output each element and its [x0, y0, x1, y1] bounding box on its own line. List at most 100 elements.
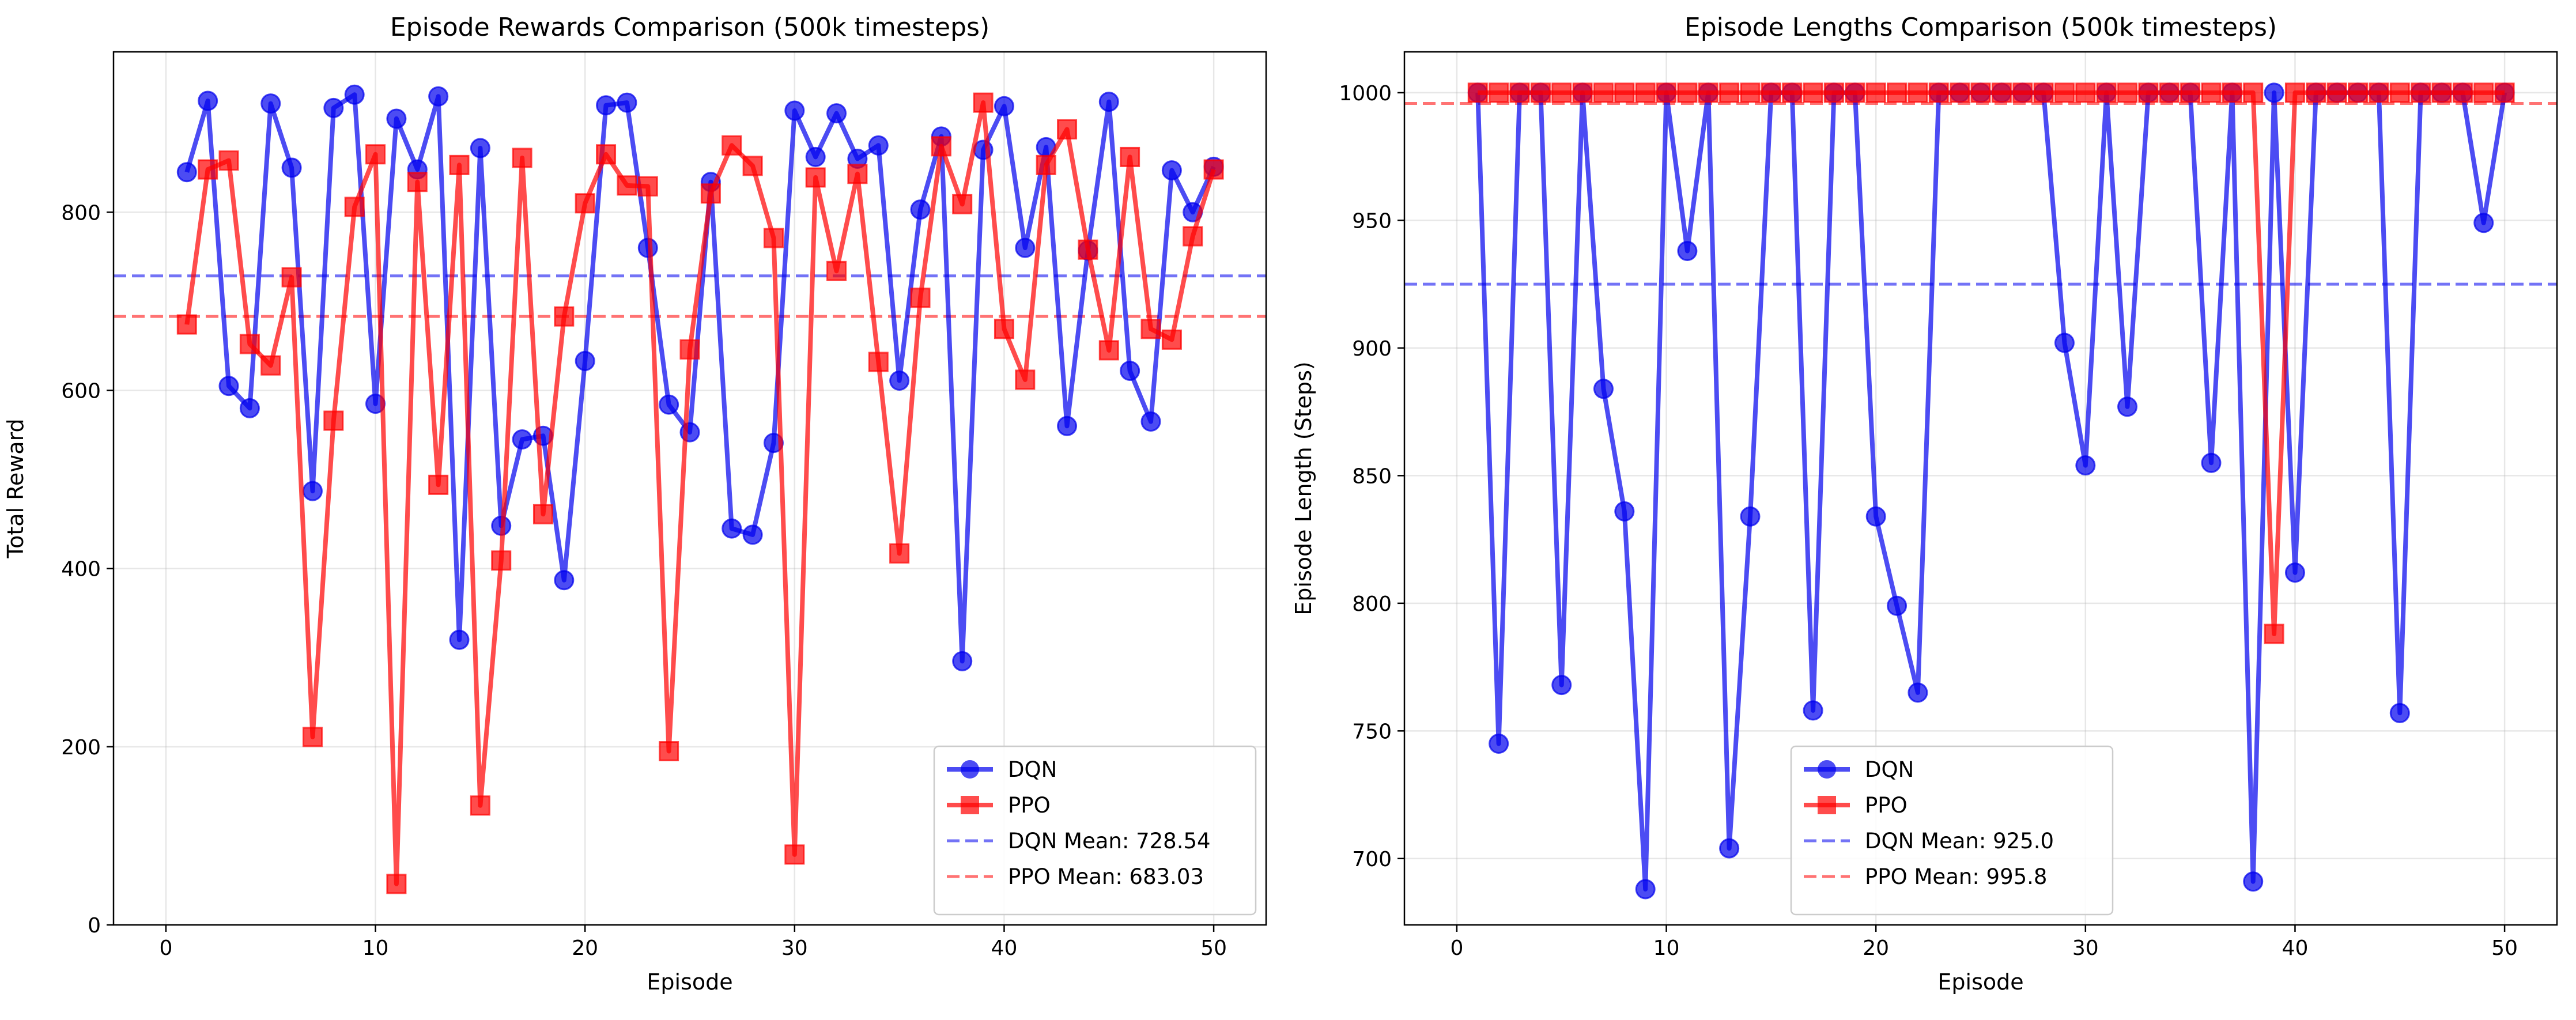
lengths-ppo-point	[2243, 82, 2264, 103]
rewards-ppo-point	[1140, 319, 1161, 339]
rewards-ppo-point	[449, 154, 470, 175]
lengths-ppo-point	[1635, 82, 1656, 103]
rewards-ppo-point	[868, 352, 889, 372]
legend-marker	[1818, 760, 1836, 779]
rewards-ppo-point	[1098, 340, 1119, 361]
rewards-dqn-point	[868, 135, 889, 156]
lengths-dqn-point	[1908, 682, 1928, 703]
rewards-series-ppo	[176, 92, 1224, 894]
rewards-ppo-point	[491, 550, 512, 571]
x-tick-label: 40	[2282, 936, 2309, 960]
lengths-ppo-point	[1761, 82, 1781, 103]
rewards-ppo-point	[826, 260, 847, 281]
legend-box	[933, 745, 1257, 916]
rewards-ppo-point	[910, 288, 931, 308]
lengths-dqn-point	[2389, 702, 2410, 723]
x-tick-label: 50	[2491, 936, 2518, 960]
rewards-ppo-point	[763, 228, 784, 248]
lengths-plot-frame	[1403, 51, 2558, 926]
lengths-dqn-point	[1614, 501, 1635, 522]
lengths-ppo-point	[2284, 82, 2305, 103]
rewards-dqn-point	[596, 95, 617, 116]
rewards-dqn-point	[617, 92, 637, 113]
lengths-ppo-point	[2180, 82, 2201, 103]
lengths-ppo-point	[1865, 82, 1886, 103]
y-tick-label: 950	[1352, 209, 1392, 233]
x-tick-label: 30	[2072, 936, 2099, 960]
y-tick-label: 800	[61, 201, 101, 225]
lengths-dqn-point	[1740, 506, 1761, 527]
rewards-ppo-point	[805, 167, 826, 188]
lengths-ppo-point	[2159, 82, 2180, 103]
lengths-dqn-point	[1887, 595, 1908, 616]
rewards-plot-frame	[112, 51, 1267, 926]
lengths-ppo-point	[1698, 82, 1718, 103]
lengths-ppo-point	[2473, 82, 2494, 103]
rewards-ppo-point	[1161, 329, 1182, 350]
rewards-dqn-point	[659, 394, 679, 415]
rewards-ppo-point	[365, 144, 386, 165]
y-tick-label: 0	[88, 914, 101, 938]
rewards-dqn-point	[176, 162, 197, 183]
lengths-ppo-point	[2075, 82, 2096, 103]
rewards-dqn-point	[344, 84, 365, 105]
lengths-dqn-point	[2264, 82, 2284, 103]
rewards-ppo-point	[931, 136, 951, 157]
y-tick-label: 200	[61, 736, 101, 760]
lengths-ppo-point	[1970, 82, 1991, 103]
lengths-dqn-point	[1635, 879, 1656, 900]
x-tick-label: 0	[1450, 936, 1463, 960]
lengths-dqn-point	[1551, 675, 1572, 696]
rewards-ppo-point	[659, 741, 679, 762]
rewards-ppo-point	[281, 267, 302, 288]
lengths-ppo-point	[1467, 82, 1488, 103]
rewards-dqn-point	[889, 370, 910, 391]
rewards-ppo-point	[784, 844, 805, 865]
lengths-ppo-point	[2264, 624, 2284, 644]
rewards-ppo-point	[1120, 146, 1140, 167]
rewards-dqn-point	[260, 93, 281, 114]
legend-label: PPO	[1008, 793, 1051, 818]
rewards-ppo-point	[1203, 159, 1224, 180]
x-tick-label: 50	[1200, 936, 1227, 960]
lengths-ppo-point	[1489, 82, 1509, 103]
y-tick-label: 900	[1352, 337, 1392, 361]
rewards-dqn-point	[826, 103, 847, 124]
legend-label: DQN Mean: 925.0	[1865, 829, 2054, 853]
lengths-dqn-point	[2243, 871, 2264, 892]
lengths-ppo-point	[2369, 82, 2389, 103]
rewards-ppo-point	[722, 135, 742, 156]
rewards-ppo-point	[302, 727, 323, 747]
lengths-ppo-point	[2326, 82, 2347, 103]
rewards-dqn-point	[1120, 360, 1140, 381]
lengths-dqn-point	[2284, 562, 2305, 583]
lengths-ppo-point	[1614, 82, 1635, 103]
lengths-legend: DQN PPO DQN Mean: 925.0 PPO Mean: 995.8	[1790, 745, 2114, 916]
x-tick-label: 30	[781, 936, 808, 960]
rewards-dqn-point	[449, 629, 470, 650]
lengths-ppo-point	[1656, 82, 1677, 103]
rewards-ppo-point	[973, 92, 994, 113]
legend-label: PPO	[1865, 793, 1908, 818]
rewards-x-axis-label: Episode	[647, 969, 732, 995]
rewards-ppo-point	[575, 193, 595, 214]
rewards-dqn-point	[910, 199, 931, 220]
lengths-ppo-point	[1551, 82, 1572, 103]
lengths-x-axis-label: Episode	[1937, 969, 2023, 995]
lengths-ppo-point	[2054, 82, 2075, 103]
rewards-ppo-point	[554, 306, 575, 327]
rewards-ppo-point	[176, 314, 197, 335]
rewards-chart: 0 10 20 30 40 50 0 200 400 600 800 Episode Rewards …	[3, 13, 1267, 995]
y-tick-label: 600	[61, 379, 101, 403]
rewards-dqn-point	[952, 651, 973, 671]
y-tick-label: 700	[1352, 848, 1392, 871]
legend-marker	[1818, 796, 1836, 814]
y-tick-label: 400	[61, 558, 101, 581]
rewards-ppo-point	[700, 183, 721, 204]
rewards-dqn-point	[218, 376, 239, 396]
lengths-dqn-point	[2473, 213, 2494, 233]
lengths-ppo-point	[1887, 82, 1908, 103]
lengths-ppo-point	[2431, 82, 2452, 103]
lengths-ppo-point	[2033, 82, 2054, 103]
lengths-ppo-point	[1740, 82, 1761, 103]
